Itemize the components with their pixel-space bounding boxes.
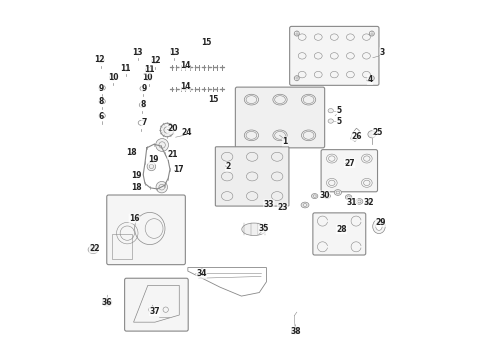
Ellipse shape (292, 328, 298, 334)
Ellipse shape (160, 123, 174, 137)
Text: 35: 35 (258, 224, 269, 233)
Text: 32: 32 (364, 198, 374, 207)
Ellipse shape (102, 298, 112, 306)
Text: 12: 12 (150, 56, 160, 65)
FancyBboxPatch shape (313, 213, 366, 255)
Text: 5: 5 (336, 117, 341, 126)
Ellipse shape (373, 219, 385, 234)
Text: 14: 14 (180, 61, 190, 70)
Text: 23: 23 (277, 203, 288, 212)
FancyBboxPatch shape (215, 147, 289, 206)
Ellipse shape (104, 300, 110, 304)
Text: 1: 1 (282, 137, 288, 146)
Ellipse shape (356, 199, 363, 204)
Ellipse shape (242, 223, 266, 235)
Text: 19: 19 (131, 171, 142, 180)
Text: 21: 21 (168, 150, 178, 159)
Ellipse shape (334, 190, 342, 195)
Ellipse shape (368, 131, 376, 138)
Text: 29: 29 (375, 218, 386, 227)
Text: 16: 16 (129, 214, 140, 223)
Text: 7: 7 (142, 118, 147, 127)
Text: 5: 5 (336, 106, 341, 115)
Text: 9: 9 (141, 84, 147, 93)
Text: 36: 36 (101, 298, 112, 307)
Text: 26: 26 (351, 131, 362, 140)
Text: 19: 19 (148, 155, 158, 164)
Text: 13: 13 (133, 48, 143, 57)
Text: 9: 9 (98, 84, 104, 93)
Text: 20: 20 (167, 125, 177, 134)
Ellipse shape (366, 200, 371, 205)
Text: 8: 8 (98, 97, 104, 106)
Text: 14: 14 (180, 82, 191, 91)
Text: 34: 34 (196, 269, 207, 278)
Text: 4: 4 (368, 76, 373, 85)
Text: 37: 37 (149, 307, 160, 316)
Ellipse shape (328, 119, 333, 123)
Ellipse shape (301, 202, 309, 208)
FancyBboxPatch shape (235, 87, 325, 148)
Ellipse shape (156, 181, 168, 193)
Text: 27: 27 (344, 159, 355, 168)
Text: 18: 18 (126, 148, 137, 157)
Ellipse shape (328, 109, 333, 113)
Text: 33: 33 (264, 200, 274, 209)
Text: 3: 3 (380, 48, 385, 57)
Text: 10: 10 (143, 73, 153, 82)
FancyBboxPatch shape (321, 150, 377, 192)
Text: 30: 30 (319, 191, 330, 200)
Text: 11: 11 (144, 65, 154, 74)
Text: 38: 38 (291, 327, 301, 336)
Text: 31: 31 (347, 198, 357, 207)
Text: 11: 11 (121, 64, 131, 73)
Ellipse shape (345, 195, 352, 200)
Ellipse shape (147, 162, 156, 171)
Ellipse shape (324, 194, 330, 199)
Text: 18: 18 (131, 183, 141, 192)
Text: 22: 22 (89, 244, 99, 253)
Text: 24: 24 (181, 128, 192, 137)
Text: 6: 6 (98, 112, 103, 121)
Text: 15: 15 (208, 95, 219, 104)
Ellipse shape (312, 194, 318, 199)
Ellipse shape (376, 222, 382, 230)
Text: 25: 25 (373, 129, 383, 138)
Text: 8: 8 (141, 100, 146, 109)
Text: 10: 10 (109, 73, 119, 82)
FancyBboxPatch shape (290, 26, 379, 85)
Text: 15: 15 (201, 38, 212, 47)
Text: 17: 17 (173, 166, 184, 175)
FancyBboxPatch shape (124, 278, 188, 331)
Text: 2: 2 (225, 162, 231, 171)
FancyBboxPatch shape (107, 195, 185, 265)
Ellipse shape (88, 246, 98, 253)
Text: 12: 12 (94, 55, 104, 64)
Ellipse shape (156, 139, 169, 152)
Bar (112, 234, 132, 259)
Text: 28: 28 (336, 225, 347, 234)
Text: 13: 13 (169, 48, 179, 57)
